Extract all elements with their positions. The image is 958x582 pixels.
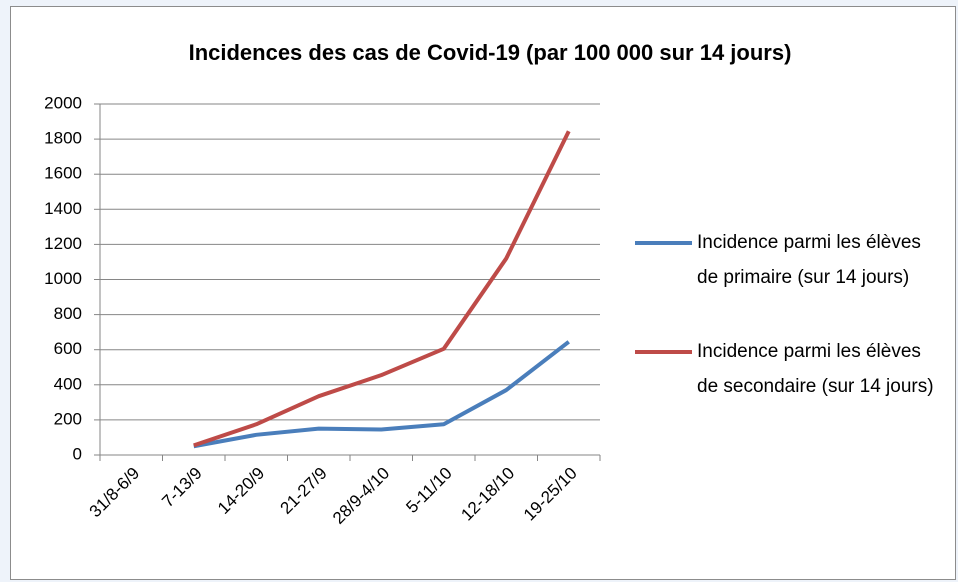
x-tick-label: 31/8-6/9 <box>86 464 144 522</box>
y-tick-label: 400 <box>54 374 82 393</box>
series-line <box>193 340 570 449</box>
y-tick-label: 2000 <box>44 93 82 112</box>
y-tick-label: 1800 <box>44 129 82 148</box>
x-tick-label: 19-25/10 <box>520 464 581 525</box>
x-tick-label: 7-13/9 <box>158 464 206 512</box>
y-tick-label: 600 <box>54 339 82 358</box>
series-line <box>193 130 571 448</box>
chart-title: Incidences des cas de Covid-19 (par 100 … <box>189 40 792 65</box>
y-tick-label: 1400 <box>44 199 82 218</box>
y-tick-label: 200 <box>54 409 82 428</box>
y-tick-label: 800 <box>54 304 82 323</box>
y-tick-label: 1200 <box>44 234 82 253</box>
y-tick-label: 1000 <box>44 269 82 288</box>
x-tick-label: 12-18/10 <box>457 464 518 525</box>
x-tick-label: 5-11/10 <box>402 464 455 517</box>
x-tick-label: 21-27/9 <box>277 464 331 518</box>
legend-label: Incidence parmi les élèves de primaire (… <box>697 232 921 288</box>
y-tick-label: 1600 <box>44 164 82 183</box>
legend-label: Incidence parmi les élèves de secondaire… <box>697 341 934 397</box>
y-tick-label: 0 <box>73 444 82 463</box>
x-tick-label: 14-20/9 <box>214 464 268 518</box>
x-tick-label: 28/9-4/10 <box>329 464 393 528</box>
